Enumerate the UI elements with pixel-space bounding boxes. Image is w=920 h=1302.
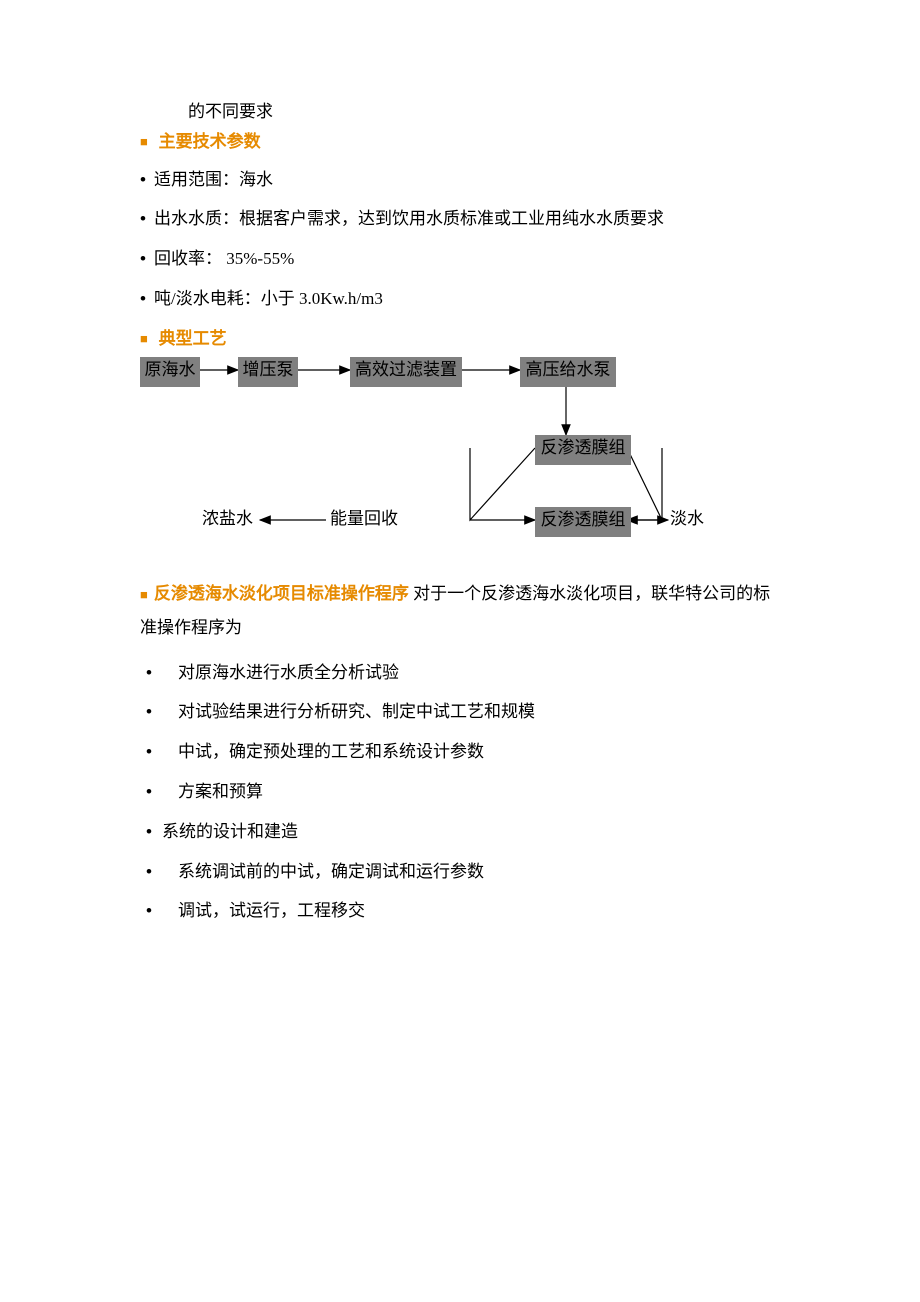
section-header-process: ■ 典型工艺 — [140, 327, 780, 351]
section-title-params: 主要技术参数 — [159, 132, 261, 151]
sop-item: • 方案和预算 — [140, 780, 780, 804]
param-text: 出水水质：根据客户需求，达到饮用水质标准或工业用纯水水质要求 — [154, 209, 664, 228]
param-item: •适用范围：海水 — [140, 168, 780, 192]
section-title-process: 典型工艺 — [159, 329, 227, 348]
bullet-icon: • — [146, 899, 160, 923]
flow-node-ro2: 反渗透膜组 — [535, 507, 631, 537]
param-text: 适用范围：海水 — [154, 170, 273, 189]
bullet-icon: • — [146, 700, 160, 724]
sop-item: •系统的设计和建造 — [140, 820, 780, 844]
param-text: 回收率： 35%-55% — [154, 249, 294, 268]
sop-item: • 调试，试运行，工程移交 — [140, 899, 780, 923]
sop-item: • 对试验结果进行分析研究、制定中试工艺和规模 — [140, 700, 780, 724]
param-text: 吨/淡水电耗：小于 3.0Kw.h/m3 — [154, 289, 383, 308]
flow-label-fresh: 淡水 — [670, 507, 704, 531]
param-item: • 回收率： 35%-55% — [140, 247, 780, 271]
bullet-icon: • — [146, 661, 160, 685]
flow-node-ro1: 反渗透膜组 — [535, 435, 631, 465]
bullet-icon: • — [146, 820, 160, 844]
flow-label-brine: 浓盐水 — [202, 507, 253, 531]
sop-item-text: 方案和预算 — [178, 782, 263, 801]
bullet-icon: • — [140, 207, 154, 231]
sop-item: • 中试，确定预处理的工艺和系统设计参数 — [140, 740, 780, 764]
sop-item-text: 调试，试运行，工程移交 — [178, 901, 365, 920]
section-header-params: ■ 主要技术参数 — [140, 130, 780, 154]
sop-item: • 系统调试前的中试，确定调试和运行参数 — [140, 860, 780, 884]
bullet-icon: • — [140, 247, 154, 271]
flow-arrow — [470, 448, 535, 520]
process-flowchart: 原海水增压泵高效过滤装置高压给水泵反渗透膜组反渗透膜组浓盐水能量回收淡水 — [140, 357, 760, 547]
flow-arrow — [627, 448, 662, 520]
bullet-icon: • — [140, 287, 154, 311]
section-header-sop: ■反渗透海水淡化项目标准操作程序 对于一个反渗透海水淡化项目，联华特公司的标准操… — [140, 577, 780, 645]
square-bullet-icon: ■ — [140, 133, 148, 151]
sop-item-text: 系统的设计和建造 — [162, 822, 298, 841]
flow-node-hp_pump: 高压给水泵 — [520, 357, 616, 387]
param-item: • 吨/淡水电耗：小于 3.0Kw.h/m3 — [140, 287, 780, 311]
square-bullet-icon: ■ — [140, 582, 148, 608]
square-bullet-icon: ■ — [140, 330, 148, 348]
flow-node-filter: 高效过滤装置 — [350, 357, 462, 387]
sop-item-text: 中试，确定预处理的工艺和系统设计参数 — [178, 742, 484, 761]
sop-item-text: 对原海水进行水质全分析试验 — [178, 663, 399, 682]
document-page: 的不同要求 ■ 主要技术参数 •适用范围：海水 •出水水质：根据客户需求，达到饮… — [0, 0, 920, 1039]
sop-item-text: 对试验结果进行分析研究、制定中试工艺和规模 — [178, 702, 535, 721]
flow-label-energy: 能量回收 — [330, 507, 398, 531]
section-title-sop: 反渗透海水淡化项目标准操作程序 — [154, 584, 409, 603]
param-item: •出水水质：根据客户需求，达到饮用水质标准或工业用纯水水质要求 — [140, 207, 780, 231]
continuation-text: 的不同要求 — [140, 100, 780, 124]
bullet-icon: • — [140, 168, 154, 192]
bullet-icon: • — [146, 780, 160, 804]
flow-node-boost: 增压泵 — [238, 357, 298, 387]
sop-item-text: 系统调试前的中试，确定调试和运行参数 — [178, 862, 484, 881]
bullet-icon: • — [146, 860, 160, 884]
sop-list: • 对原海水进行水质全分析试验 • 对试验结果进行分析研究、制定中试工艺和规模 • 中试，… — [140, 661, 780, 924]
flow-node-raw: 原海水 — [140, 357, 200, 387]
bullet-icon: • — [146, 740, 160, 764]
sop-item: • 对原海水进行水质全分析试验 — [140, 661, 780, 685]
